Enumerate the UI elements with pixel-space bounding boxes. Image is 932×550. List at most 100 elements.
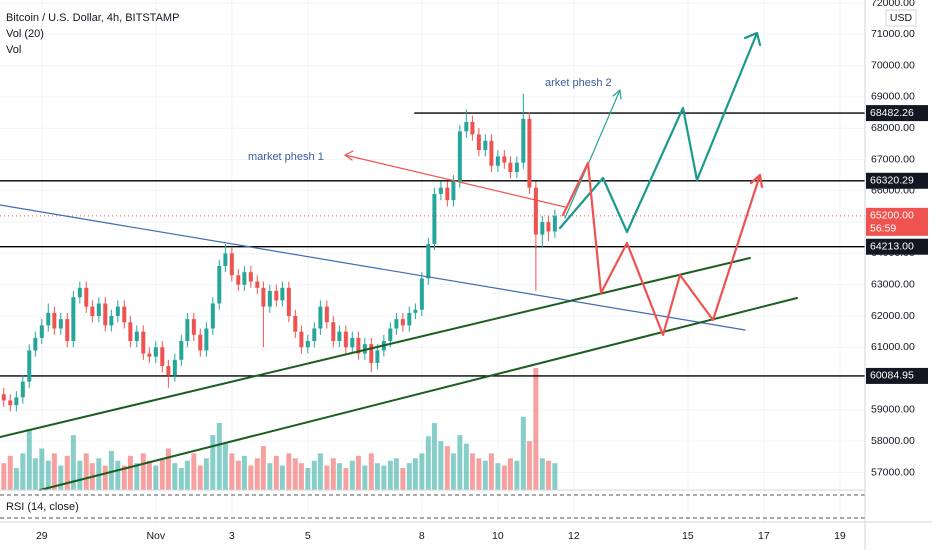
volume-bar — [520, 416, 526, 490]
volume-bar — [229, 453, 235, 490]
candle-body — [305, 341, 310, 348]
candle-body — [476, 134, 481, 151]
volume-bar — [203, 458, 209, 490]
candle-body — [299, 331, 304, 348]
volume-bar — [58, 465, 64, 490]
candle-body — [502, 156, 507, 163]
grid — [0, 0, 865, 522]
volume-bar — [32, 458, 38, 490]
candle-body — [71, 297, 76, 342]
level-label-box — [866, 172, 928, 189]
volume-bar — [184, 460, 190, 490]
y-tick-label: 70000.00 — [871, 59, 915, 71]
volume-bar — [463, 443, 469, 490]
volume-bar — [165, 448, 171, 490]
volume-bar — [336, 463, 342, 490]
x-tick-label: 29 — [36, 530, 48, 542]
trend-line — [0, 204, 746, 331]
x-tick-label: 15 — [682, 530, 694, 542]
candle-body — [521, 118, 526, 163]
volume-bar — [431, 422, 437, 490]
candle-body — [27, 350, 32, 382]
candle-body — [52, 312, 57, 329]
candles-layer — [1, 93, 557, 412]
volume-bar — [191, 453, 197, 490]
volume-bar — [488, 453, 494, 490]
candle-body — [134, 331, 139, 342]
volume-bar — [172, 463, 178, 490]
volume-bar — [539, 458, 545, 490]
candle-body — [438, 187, 443, 194]
candle-body — [84, 287, 89, 307]
volume-layer — [1, 368, 558, 490]
candle-body — [65, 319, 70, 342]
candle-body — [267, 290, 272, 307]
candle-body — [274, 290, 279, 301]
x-tick-label: 3 — [229, 530, 235, 542]
volume-bar — [438, 441, 444, 490]
volume-bar — [222, 443, 228, 490]
candle-body — [179, 341, 184, 360]
candle-body — [141, 331, 146, 354]
volume-bar — [450, 453, 456, 490]
chart-title: Bitcoin / U.S. Dollar, 4h, BITSTAMP — [6, 12, 179, 24]
candle-body — [350, 337, 355, 348]
volume-bar — [292, 458, 298, 490]
volume-bar — [20, 453, 26, 490]
indicator-label: Vol — [6, 44, 21, 56]
volume-bar — [216, 422, 222, 490]
indicator-label: Vol (20) — [6, 28, 44, 40]
level-label-box — [866, 105, 928, 122]
x-tick-label: 10 — [492, 530, 504, 542]
candle-body — [546, 222, 551, 232]
x-tick-label: 8 — [419, 530, 425, 542]
trend-line — [39, 297, 798, 491]
candle-body — [388, 328, 393, 342]
y-tick-label: 58000.00 — [871, 435, 915, 447]
candle-body — [426, 243, 431, 279]
candle-body — [464, 121, 469, 132]
candle-body — [217, 265, 222, 304]
volume-bar — [210, 435, 216, 490]
volume-bar — [545, 460, 551, 490]
candle-body — [457, 131, 462, 182]
candle-body — [191, 319, 196, 335]
volume-bar — [393, 458, 399, 490]
volume-bar — [286, 453, 292, 490]
level-label-box — [866, 238, 928, 255]
candle-body — [324, 306, 329, 323]
volume-bar — [381, 465, 387, 490]
volume-bar — [140, 453, 146, 490]
candle-body — [293, 315, 298, 332]
candle-body — [508, 162, 513, 173]
volume-bar — [127, 455, 133, 490]
candle-body — [229, 253, 234, 276]
volume-bar — [70, 435, 76, 490]
candle-body — [527, 118, 532, 188]
countdown: 56:59 — [870, 223, 896, 235]
volume-bar — [241, 455, 247, 490]
candle-body — [223, 253, 228, 266]
volume-bar — [387, 460, 393, 490]
volume-bar — [552, 463, 558, 490]
x-tick-label: 19 — [834, 530, 846, 542]
candle-body — [400, 319, 405, 326]
candle-body — [470, 121, 475, 135]
drawings — [0, 31, 798, 491]
volume-bar — [412, 458, 418, 490]
currency-box — [885, 9, 917, 27]
candle-body — [343, 331, 348, 348]
candle-body — [286, 287, 291, 316]
volume-bar — [419, 453, 425, 490]
volume-bar — [267, 463, 273, 490]
candle-body — [128, 322, 133, 342]
volume-bar — [469, 453, 475, 490]
candle-body — [356, 337, 361, 354]
volume-bar — [108, 450, 114, 490]
volume-bar — [51, 453, 57, 490]
candle-body — [242, 272, 247, 285]
candle-body — [166, 366, 171, 376]
volume-bar — [77, 460, 83, 490]
projection-path — [558, 31, 762, 234]
